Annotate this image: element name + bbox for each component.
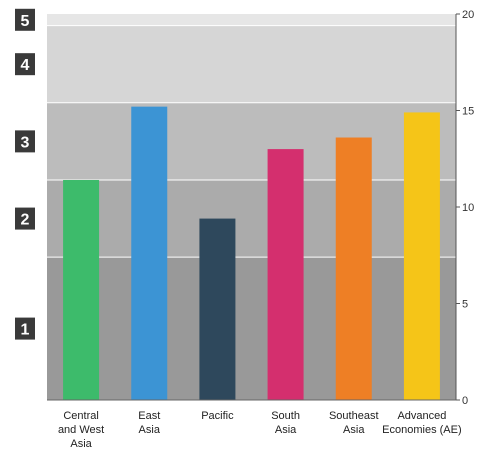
level-badge-3: 3 xyxy=(15,130,35,153)
x-tick-label: Southeast Asia xyxy=(329,410,379,436)
y-tick-label: 0 xyxy=(462,395,468,407)
level-band-4 xyxy=(47,25,456,103)
bar-2 xyxy=(199,218,236,400)
level-badges: 1 2 3 4 5 xyxy=(15,8,35,340)
level-badge-2: 2 xyxy=(15,207,35,230)
x-tick-label: South Asia xyxy=(271,410,300,436)
level-badge-1: 1 xyxy=(15,317,35,340)
level-badge-label: 5 xyxy=(21,13,30,30)
x-tick-label: East Asia xyxy=(138,410,161,436)
level-band-3 xyxy=(47,102,456,180)
x-tick-label: Pacific xyxy=(201,410,234,422)
level-badge-box xyxy=(15,130,35,153)
x-tick-label: Central and West Asia xyxy=(58,410,104,450)
level-badge-label: 2 xyxy=(21,212,30,229)
bars xyxy=(63,106,440,401)
bar-1 xyxy=(131,106,168,400)
bar-3 xyxy=(267,149,304,400)
level-badge-box xyxy=(15,53,35,76)
level-badge-box xyxy=(15,8,35,31)
y-tick-label: 15 xyxy=(462,106,474,118)
y-tick-label: 10 xyxy=(462,202,474,214)
level-badge-label: 1 xyxy=(21,322,30,339)
level-band-2 xyxy=(47,179,456,258)
level-badge-label: 3 xyxy=(21,134,30,151)
level-band-1 xyxy=(47,257,456,400)
bar-5 xyxy=(403,112,440,401)
level-badge-box xyxy=(15,317,35,340)
x-axis-labels: Central and West Asia East Asia Pacific South A… xyxy=(47,399,462,450)
level-band-5 xyxy=(47,14,456,26)
level-badge-5: 5 xyxy=(15,8,35,31)
y-axis: 0 5 10 15 20 xyxy=(455,9,474,407)
level-badge-label: 4 xyxy=(21,57,30,74)
bar-0 xyxy=(63,179,100,400)
x-tick-label: Advanced Economies (AE) xyxy=(382,410,461,436)
level-badge-box xyxy=(15,207,35,230)
y-tick-label: 5 xyxy=(462,299,468,311)
level-badge-4: 4 xyxy=(15,53,35,76)
y-tick-label: 20 xyxy=(462,9,474,21)
level-bands xyxy=(47,14,456,400)
bar-4 xyxy=(335,137,372,400)
